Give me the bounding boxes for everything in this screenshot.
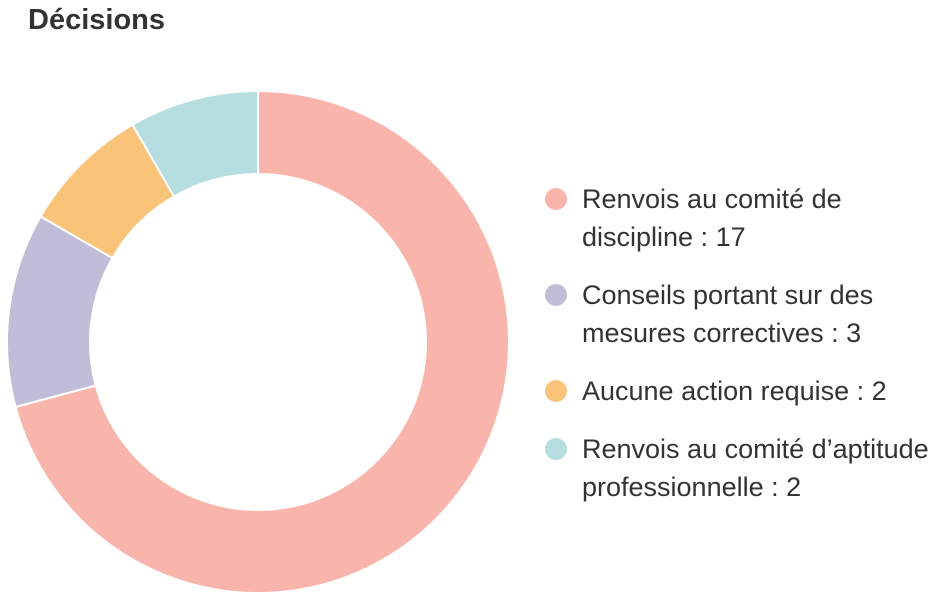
- donut-segment: [14, 89, 510, 594]
- chart-title: Décisions: [28, 4, 165, 36]
- legend-swatch: [545, 188, 567, 210]
- legend-label: Renvois au comité de discipline : 17: [582, 184, 842, 252]
- legend-swatch: [545, 284, 567, 306]
- legend: Renvois au comité de discipline : 17 Cons…: [545, 180, 945, 526]
- legend-item: Renvois au comité de discipline : 17: [545, 180, 932, 256]
- legend-label: Conseils portant sur des mesures correct…: [582, 280, 874, 348]
- legend-item: Renvois au comité d’aptitude professionn…: [545, 430, 932, 506]
- legend-swatch: [545, 438, 567, 460]
- legend-label: Renvois au comité d’aptitude professionn…: [582, 434, 929, 502]
- legend-label: Aucune action requise : 2: [582, 376, 887, 406]
- legend-item: Aucune action requise : 2: [545, 372, 932, 410]
- legend-item: Conseils portant sur des mesures correct…: [545, 276, 932, 352]
- chart: [6, 89, 510, 594]
- donut-segment: [131, 89, 259, 198]
- legend-swatch: [545, 380, 567, 402]
